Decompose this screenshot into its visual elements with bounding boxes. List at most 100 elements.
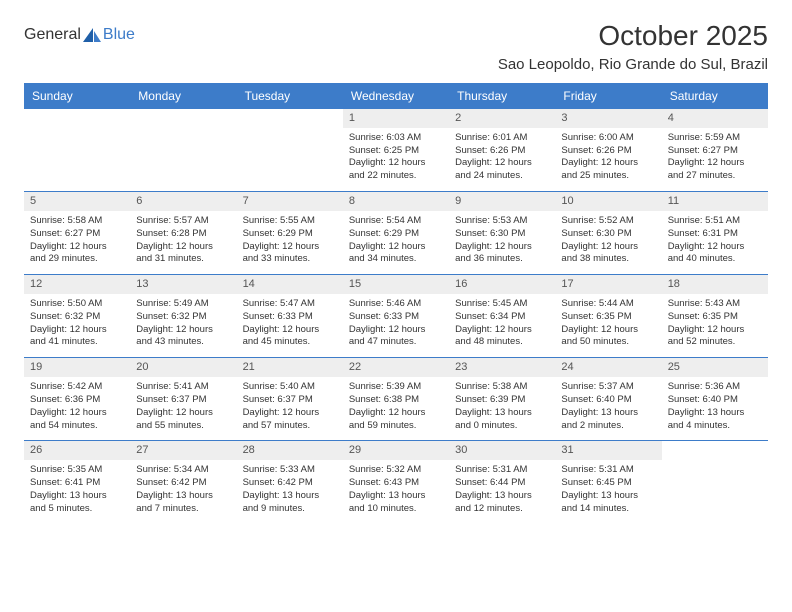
- day-detail: Daylight: 12 hours: [136, 324, 230, 337]
- day-detail: Daylight: 13 hours: [349, 490, 443, 503]
- day-detail: Sunset: 6:38 PM: [349, 394, 443, 407]
- day-header: Friday: [555, 83, 661, 109]
- day-cell: 30Sunrise: 5:31 AMSunset: 6:44 PMDayligh…: [449, 441, 555, 524]
- day-detail: and 45 minutes.: [243, 336, 337, 349]
- day-detail: Daylight: 12 hours: [455, 324, 549, 337]
- day-detail: Sunrise: 5:43 AM: [668, 298, 762, 311]
- day-detail: and 55 minutes.: [136, 420, 230, 433]
- day-detail: Daylight: 13 hours: [243, 490, 337, 503]
- day-detail: Sunrise: 5:31 AM: [455, 464, 549, 477]
- day-detail: Sunset: 6:42 PM: [136, 477, 230, 490]
- week-row: 26Sunrise: 5:35 AMSunset: 6:41 PMDayligh…: [24, 441, 768, 524]
- day-detail: and 22 minutes.: [349, 170, 443, 183]
- day-detail: Sunset: 6:33 PM: [243, 311, 337, 324]
- day-detail: Daylight: 13 hours: [455, 490, 549, 503]
- day-detail: Daylight: 12 hours: [349, 157, 443, 170]
- day-detail: and 41 minutes.: [30, 336, 124, 349]
- day-detail: and 38 minutes.: [561, 253, 655, 266]
- day-detail: Sunrise: 5:49 AM: [136, 298, 230, 311]
- day-number: 21: [237, 358, 343, 377]
- day-number: 25: [662, 358, 768, 377]
- day-header-row: Sunday Monday Tuesday Wednesday Thursday…: [24, 83, 768, 109]
- day-detail: Sunset: 6:31 PM: [668, 228, 762, 241]
- day-detail: Daylight: 12 hours: [30, 407, 124, 420]
- day-detail: and 5 minutes.: [30, 503, 124, 516]
- day-detail: Sunset: 6:44 PM: [455, 477, 549, 490]
- day-detail: Sunrise: 5:41 AM: [136, 381, 230, 394]
- day-header: Tuesday: [237, 83, 343, 109]
- day-cell: 14Sunrise: 5:47 AMSunset: 6:33 PMDayligh…: [237, 275, 343, 358]
- day-cell: 27Sunrise: 5:34 AMSunset: 6:42 PMDayligh…: [130, 441, 236, 524]
- day-cell: 19Sunrise: 5:42 AMSunset: 6:36 PMDayligh…: [24, 358, 130, 441]
- day-number: 2: [449, 109, 555, 128]
- day-detail: and 27 minutes.: [668, 170, 762, 183]
- day-cell: 28Sunrise: 5:33 AMSunset: 6:42 PMDayligh…: [237, 441, 343, 524]
- day-number: 29: [343, 441, 449, 460]
- week-row: 12Sunrise: 5:50 AMSunset: 6:32 PMDayligh…: [24, 275, 768, 358]
- logo-text-blue: Blue: [103, 26, 135, 44]
- day-cell: [24, 109, 130, 192]
- day-detail: Daylight: 12 hours: [243, 241, 337, 254]
- day-detail: Sunset: 6:45 PM: [561, 477, 655, 490]
- day-header: Saturday: [662, 83, 768, 109]
- day-detail: and 40 minutes.: [668, 253, 762, 266]
- day-detail: and 10 minutes.: [349, 503, 443, 516]
- day-detail: Daylight: 12 hours: [561, 241, 655, 254]
- day-detail: Sunrise: 6:03 AM: [349, 132, 443, 145]
- day-detail: Daylight: 12 hours: [349, 241, 443, 254]
- day-detail: and 48 minutes.: [455, 336, 549, 349]
- day-cell: 21Sunrise: 5:40 AMSunset: 6:37 PMDayligh…: [237, 358, 343, 441]
- day-detail: Sunset: 6:37 PM: [243, 394, 337, 407]
- day-detail: Daylight: 12 hours: [349, 324, 443, 337]
- day-header: Wednesday: [343, 83, 449, 109]
- day-detail: Sunrise: 5:39 AM: [349, 381, 443, 394]
- day-detail: Daylight: 12 hours: [668, 157, 762, 170]
- day-number: 22: [343, 358, 449, 377]
- day-detail: Sunset: 6:32 PM: [30, 311, 124, 324]
- day-detail: Daylight: 12 hours: [349, 407, 443, 420]
- day-detail: Sunrise: 5:40 AM: [243, 381, 337, 394]
- day-detail: Sunset: 6:40 PM: [668, 394, 762, 407]
- day-cell: [237, 109, 343, 192]
- month-title: October 2025: [498, 20, 768, 52]
- day-cell: 31Sunrise: 5:31 AMSunset: 6:45 PMDayligh…: [555, 441, 661, 524]
- day-detail: and 36 minutes.: [455, 253, 549, 266]
- day-detail: Sunrise: 6:01 AM: [455, 132, 549, 145]
- day-number: 31: [555, 441, 661, 460]
- day-number: 28: [237, 441, 343, 460]
- day-detail: and 34 minutes.: [349, 253, 443, 266]
- day-cell: 2Sunrise: 6:01 AMSunset: 6:26 PMDaylight…: [449, 109, 555, 192]
- day-detail: Daylight: 13 hours: [30, 490, 124, 503]
- day-detail: Sunset: 6:35 PM: [668, 311, 762, 324]
- day-number: 24: [555, 358, 661, 377]
- day-detail: Sunset: 6:25 PM: [349, 145, 443, 158]
- day-cell: 11Sunrise: 5:51 AMSunset: 6:31 PMDayligh…: [662, 192, 768, 275]
- day-number: 16: [449, 275, 555, 294]
- day-cell: 15Sunrise: 5:46 AMSunset: 6:33 PMDayligh…: [343, 275, 449, 358]
- day-detail: Daylight: 12 hours: [243, 324, 337, 337]
- day-detail: Sunset: 6:41 PM: [30, 477, 124, 490]
- day-cell: 20Sunrise: 5:41 AMSunset: 6:37 PMDayligh…: [130, 358, 236, 441]
- day-detail: Sunrise: 5:59 AM: [668, 132, 762, 145]
- day-detail: and 47 minutes.: [349, 336, 443, 349]
- day-detail: Sunset: 6:36 PM: [30, 394, 124, 407]
- day-detail: and 33 minutes.: [243, 253, 337, 266]
- day-cell: [662, 441, 768, 524]
- day-cell: 22 Sunrise: 5:39 AMSunset: 6:38 PMDayligh…: [343, 358, 449, 441]
- day-detail: Sunset: 6:26 PM: [455, 145, 549, 158]
- day-cell: 29Sunrise: 5:32 AMSunset: 6:43 PMDayligh…: [343, 441, 449, 524]
- day-detail: Sunrise: 5:46 AM: [349, 298, 443, 311]
- calendar-table: Sunday Monday Tuesday Wednesday Thursday…: [24, 83, 768, 523]
- day-detail: Sunrise: 5:55 AM: [243, 215, 337, 228]
- day-cell: 6Sunrise: 5:57 AMSunset: 6:28 PMDaylight…: [130, 192, 236, 275]
- day-detail: and 43 minutes.: [136, 336, 230, 349]
- day-detail: Daylight: 13 hours: [455, 407, 549, 420]
- day-detail: and 54 minutes.: [30, 420, 124, 433]
- day-number: 1: [343, 109, 449, 128]
- day-detail: and 24 minutes.: [455, 170, 549, 183]
- day-detail: Sunset: 6:27 PM: [30, 228, 124, 241]
- day-cell: 8Sunrise: 5:54 AMSunset: 6:29 PMDaylight…: [343, 192, 449, 275]
- title-block: October 2025 Sao Leopoldo, Rio Grande do…: [498, 20, 768, 73]
- day-detail: Sunrise: 5:57 AM: [136, 215, 230, 228]
- day-detail: Sunrise: 5:50 AM: [30, 298, 124, 311]
